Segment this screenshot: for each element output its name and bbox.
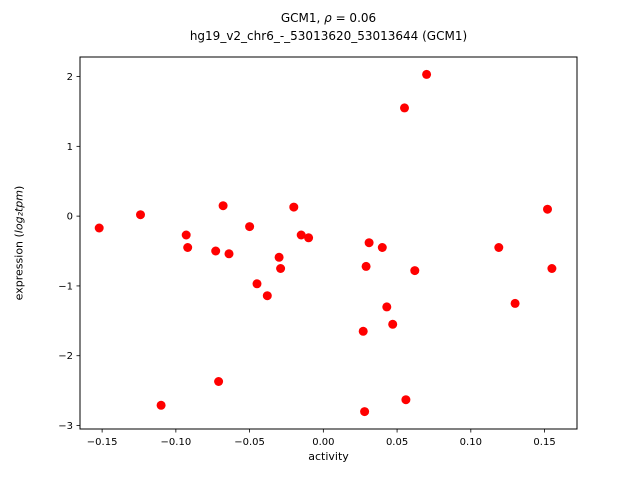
data-point <box>181 230 191 240</box>
y-tick-label: −3 <box>58 421 73 432</box>
data-point <box>410 266 420 276</box>
y-tick-label: 1 <box>67 142 73 153</box>
data-point <box>211 246 221 256</box>
data-point <box>156 400 166 410</box>
data-point <box>547 264 557 273</box>
x-tick-label: 0.05 <box>386 437 408 448</box>
data-point <box>382 302 392 312</box>
data-point <box>377 243 387 252</box>
data-point <box>262 291 272 301</box>
y-axis-label-text: expression ( <box>12 233 26 301</box>
data-point <box>401 395 411 405</box>
data-point <box>183 243 193 252</box>
scatter-points <box>94 69 557 417</box>
title-rho-value: = 0.06 <box>331 11 377 25</box>
data-point <box>274 252 284 262</box>
x-tick-label: −0.05 <box>234 437 265 448</box>
data-point <box>358 326 368 336</box>
plot-frame <box>79 56 578 430</box>
data-point <box>543 204 552 214</box>
x-axis-label: activity <box>308 450 349 463</box>
y-tick-label: 2 <box>67 72 73 83</box>
y-axis-label-close: ) <box>12 185 26 190</box>
y-axis-label-math: log₂tpm <box>12 189 26 234</box>
data-point <box>296 230 306 240</box>
data-point <box>494 243 504 252</box>
data-point <box>218 201 228 211</box>
data-point <box>304 233 314 243</box>
data-point <box>224 249 234 259</box>
y-axis-ticks: −3 −2 −1 0 1 2 <box>58 72 80 432</box>
title-gene-label: GCM1, <box>280 11 325 25</box>
data-point <box>214 377 224 386</box>
x-tick-label: 0.15 <box>533 437 555 448</box>
chart-title-line2: hg19_v2_chr6_-_53013620_53013644 (GCM1) <box>189 29 468 43</box>
data-point <box>136 210 145 220</box>
data-point <box>252 279 262 289</box>
x-axis-ticks: −0.15 −0.10 −0.05 0.00 0.05 0.10 0.15 <box>87 429 556 448</box>
data-point <box>510 298 520 308</box>
y-axis-label: expression (log₂tpm) <box>13 186 26 301</box>
x-tick-label: −0.10 <box>161 437 192 448</box>
data-point <box>364 238 374 248</box>
x-tick-label: −0.15 <box>87 437 118 448</box>
data-point <box>360 407 370 417</box>
data-point <box>361 261 371 271</box>
y-tick-label: −2 <box>58 351 73 362</box>
x-tick-label: 0.00 <box>312 437 334 448</box>
data-point <box>388 319 398 329</box>
chart-title-line1: GCM1, ρ = 0.06 <box>80 9 577 27</box>
y-tick-label: −1 <box>58 281 73 292</box>
x-tick-label: 0.10 <box>460 437 482 448</box>
data-point <box>422 69 432 79</box>
data-point <box>276 264 286 273</box>
title-rho-symbol: ρ <box>324 11 332 25</box>
data-point <box>400 103 409 113</box>
data-point <box>245 222 255 232</box>
y-tick-label: 0 <box>67 212 73 223</box>
data-point <box>94 223 104 233</box>
data-point <box>289 202 299 212</box>
chart-title: GCM1, ρ = 0.06 hg19_v2_chr6_-_53013620_5… <box>80 9 577 45</box>
